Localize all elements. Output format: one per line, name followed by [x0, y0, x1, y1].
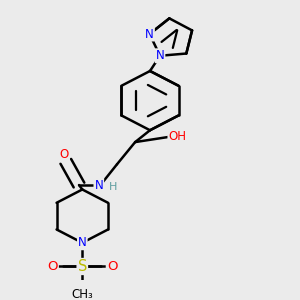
- Text: O: O: [107, 260, 117, 273]
- Text: N: N: [94, 178, 103, 191]
- Text: H: H: [109, 182, 117, 192]
- Text: O: O: [59, 148, 69, 161]
- Text: N: N: [145, 28, 154, 40]
- Text: N: N: [78, 236, 87, 249]
- Text: O: O: [47, 260, 58, 273]
- Text: S: S: [78, 259, 87, 274]
- Text: CH₃: CH₃: [71, 288, 93, 300]
- Text: OH: OH: [168, 130, 186, 143]
- Text: N: N: [156, 49, 164, 62]
